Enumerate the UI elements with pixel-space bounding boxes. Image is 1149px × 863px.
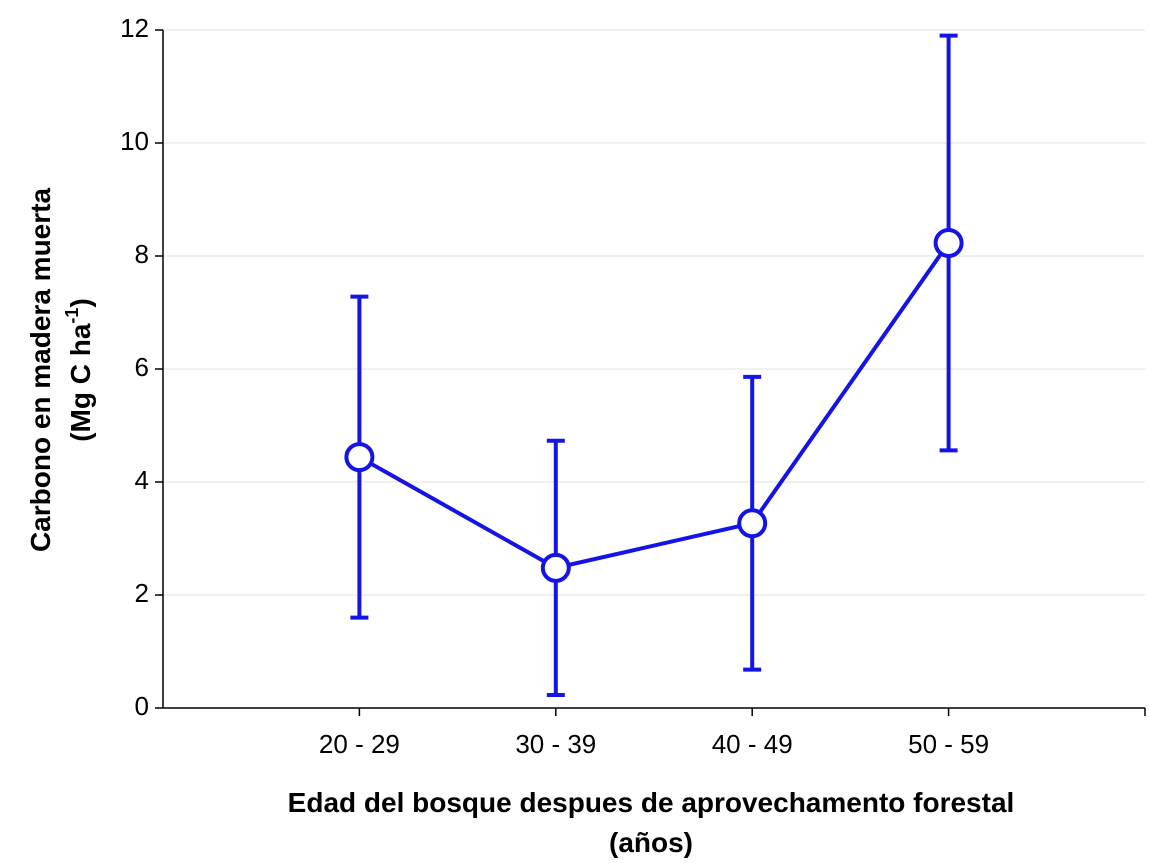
y-axis-title-part: ): [65, 298, 96, 307]
x-tick-label: 30 - 39: [515, 729, 596, 759]
y-axis-title-part: (Mg C ha: [65, 323, 96, 442]
x-axis-title: (años): [609, 827, 693, 858]
y-tick-label: 0: [135, 691, 149, 721]
x-tick-label: 40 - 49: [712, 729, 793, 759]
data-point: [933, 228, 964, 259]
y-tick-label: 2: [135, 578, 149, 608]
y-tick-label: 8: [135, 239, 149, 269]
x-tick-label: 20 - 29: [319, 729, 400, 759]
y-axis-title: (Mg C ha-1): [62, 298, 96, 442]
data-point: [540, 552, 571, 583]
y-tick-label: 4: [135, 465, 149, 495]
y-tick-label: 6: [135, 352, 149, 382]
y-axis-title: Carbono en madera muerta: [25, 188, 56, 553]
y-tick-label: 10: [120, 126, 149, 156]
data-point: [737, 508, 768, 539]
data-point: [344, 442, 375, 473]
y-tick-label: 12: [120, 13, 149, 43]
x-axis-title: Edad del bosque despues de aprovechament…: [288, 787, 1015, 818]
data-line: [358, 241, 951, 571]
y-axis-title-superscript: -1: [62, 308, 82, 324]
x-tick-label: 50 - 59: [908, 729, 989, 759]
